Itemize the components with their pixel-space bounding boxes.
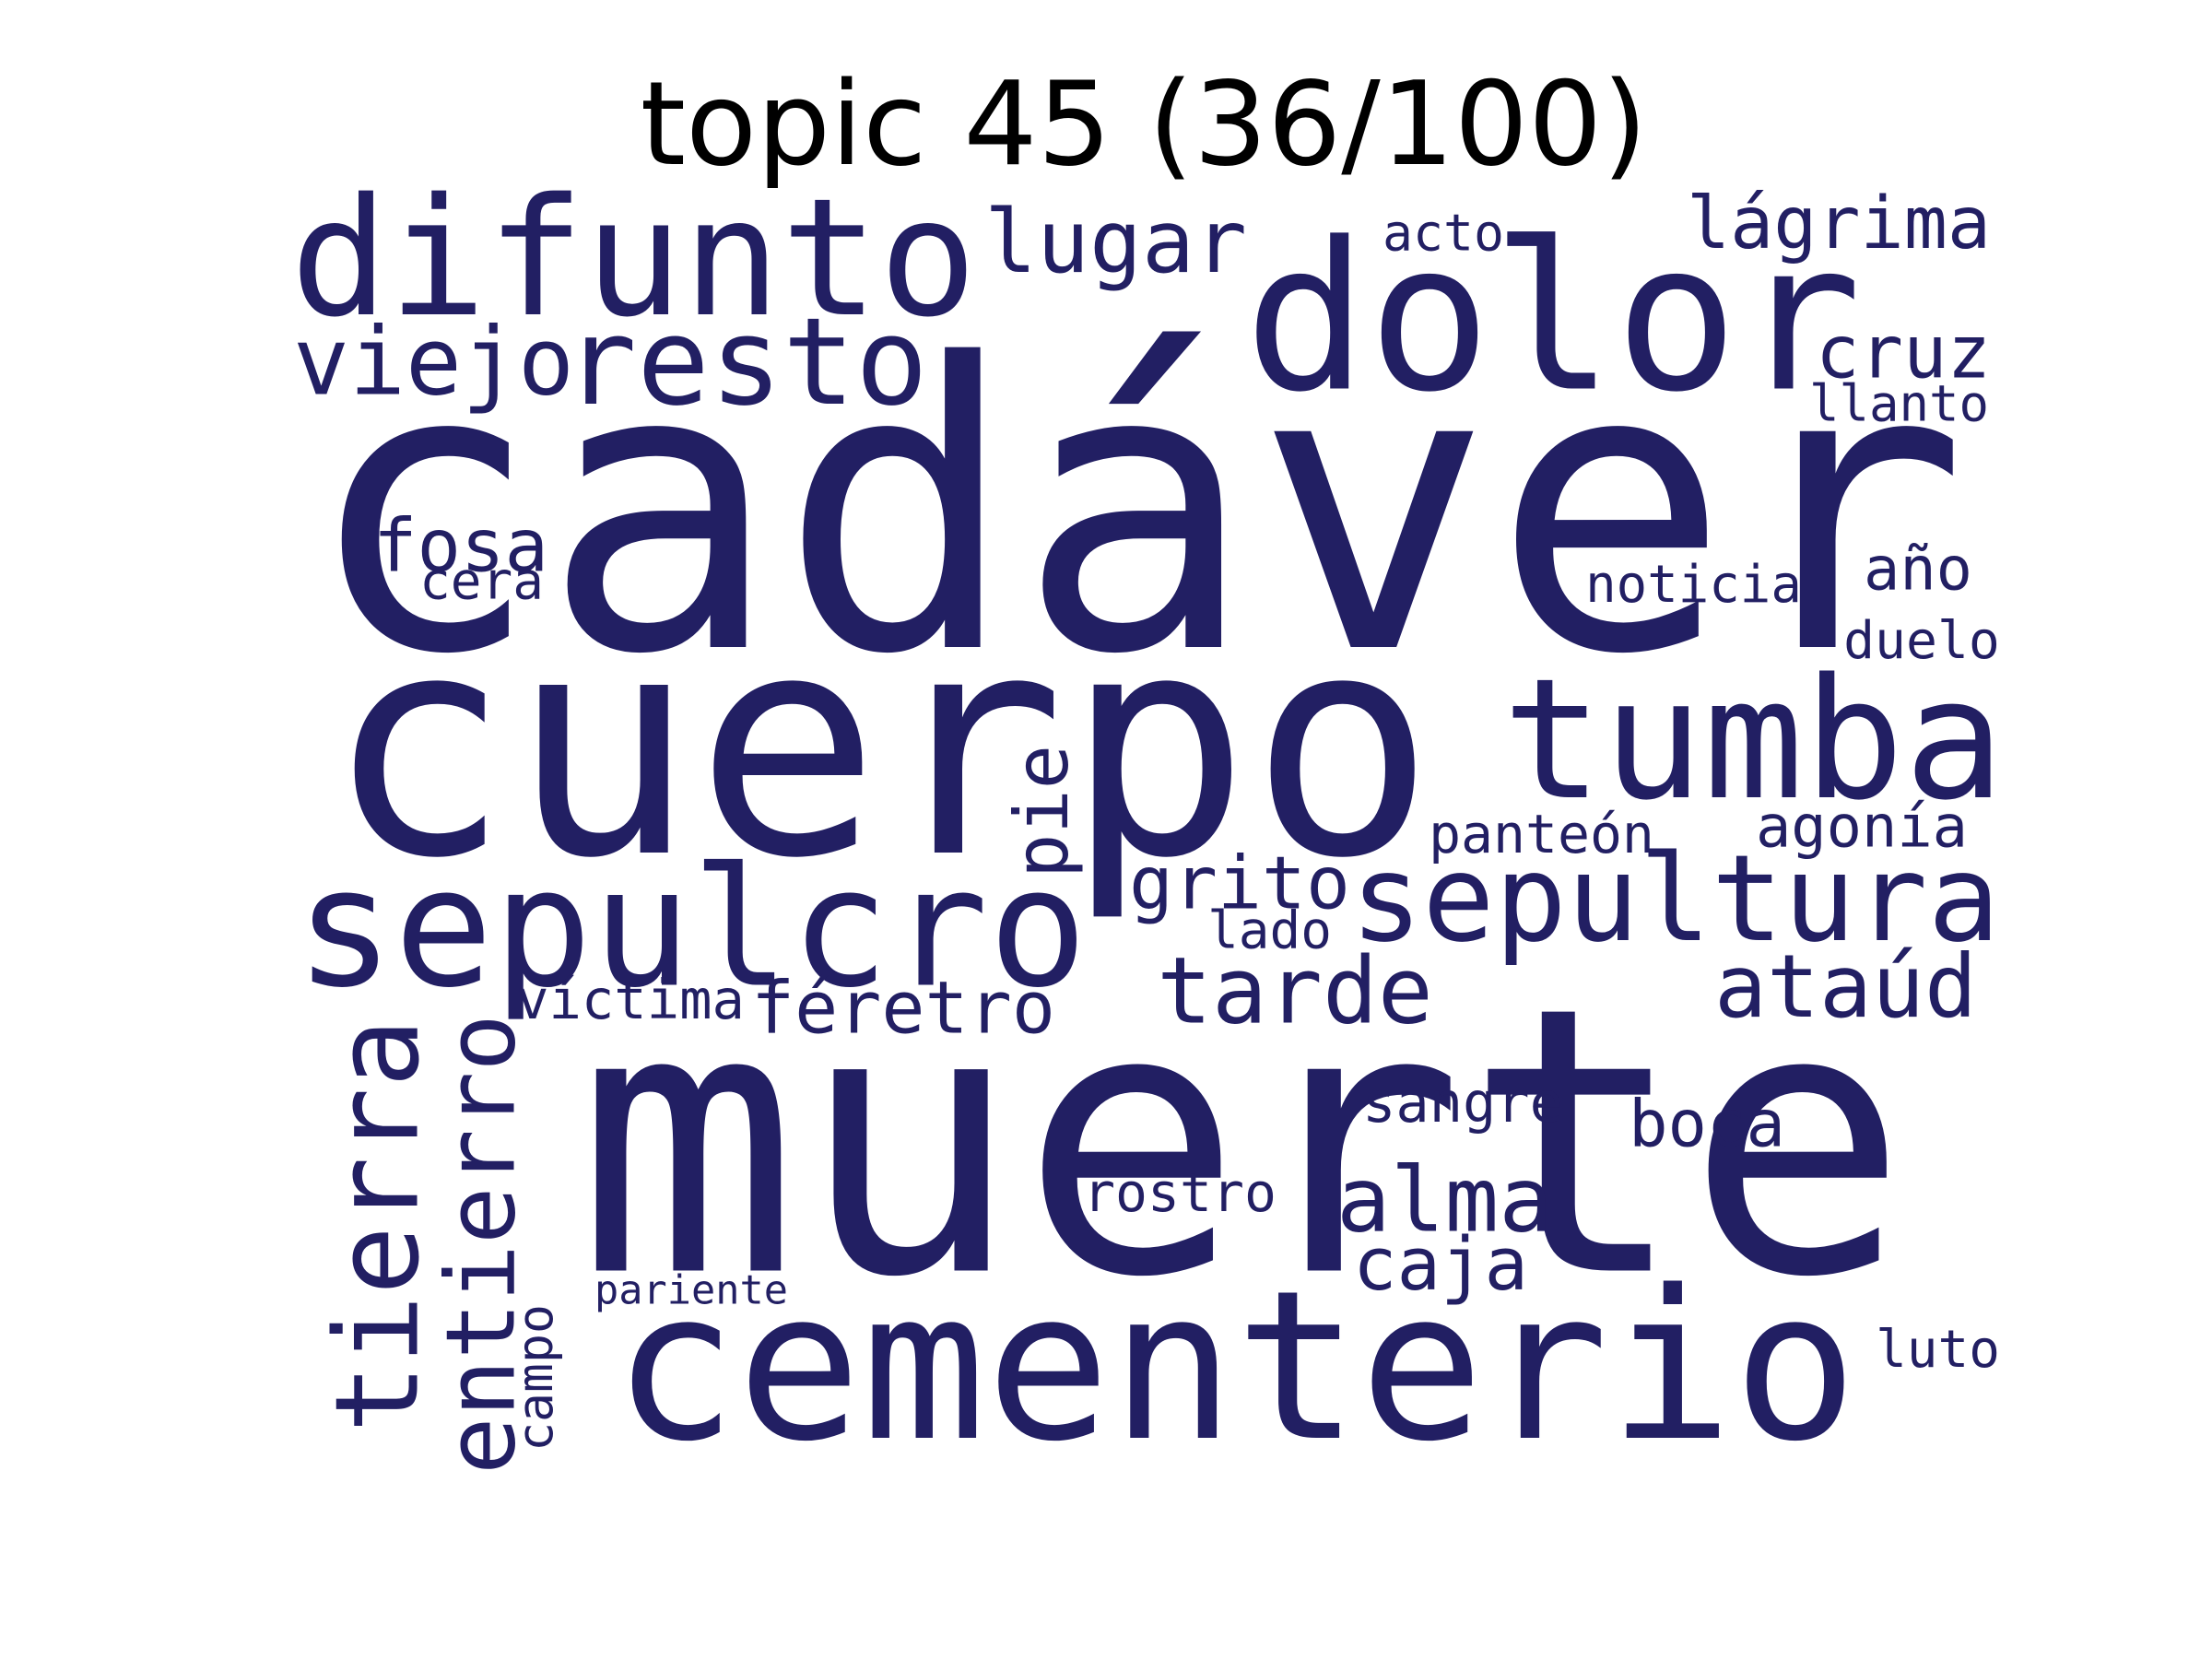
word-33: duelo [1843,611,2000,671]
word-1: muerte [577,930,1909,1359]
word-14: tierra [312,1018,445,1433]
word-36: lado [1207,901,1332,961]
word-19: fosa [373,504,548,589]
word-29: noticia [1585,555,1802,615]
word-37: campo [507,1304,564,1452]
word-3: dolor [1244,199,1862,438]
word-4: difunto [290,163,977,353]
word-23: pie [998,745,1085,878]
word-12: lágrima [1687,182,1991,265]
word-34: boca [1629,1087,1785,1162]
word-20: féretro [751,967,1055,1051]
word-2: cuerpo [325,568,1435,925]
word-9: resto [564,291,928,432]
word-8: sepultura [1350,829,2000,969]
word-7: tumba [1502,642,2005,837]
word-6: sepulcro [295,833,1088,1025]
word-16: tarde [1157,939,1433,1045]
word-32: acto [1382,204,1504,263]
word-24: agonía [1756,794,1968,862]
word-17: ataúd [1714,936,1977,1038]
word-28: panteón [1429,803,1654,865]
word-15: entierro [427,1014,537,1475]
word-13: cruz [1816,311,1991,395]
word-26: llanto [1809,375,1989,433]
word-10: viejo [293,308,574,417]
word-0: cadáver [304,281,1968,741]
cloud-title: topic 45 (36/100) [641,56,1648,192]
word-5: cementerio [613,1246,1858,1487]
word-39: pariente [594,1268,788,1314]
word-22: caja [1353,1222,1528,1307]
word-21: grito [1129,841,1350,926]
word-25: año [1864,535,1972,605]
word-18: alma [1336,1148,1553,1253]
word-35: cera [419,552,544,612]
word-27: víctima [516,968,745,1031]
word-11: lugar [984,192,1247,293]
word-31: rostro [1083,1161,1277,1224]
word-38: luto [1876,1320,2000,1380]
word-30: sangre [1362,1071,1563,1135]
